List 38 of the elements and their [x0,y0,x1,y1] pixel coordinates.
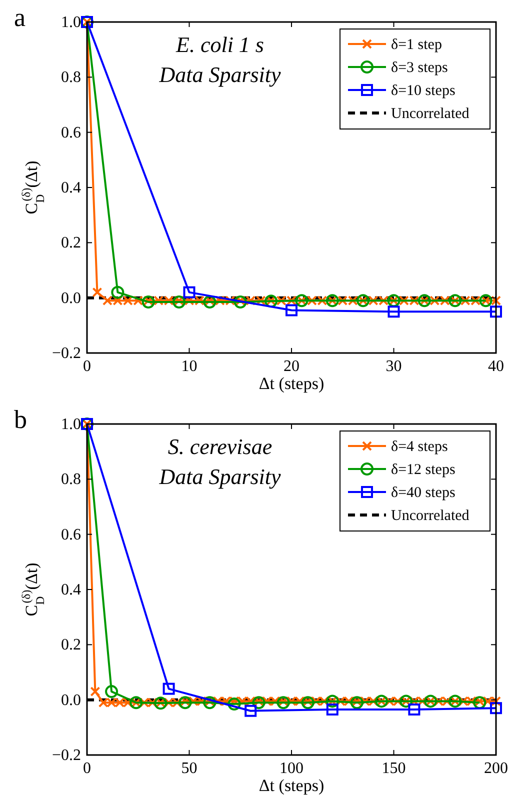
text: b [14,405,27,434]
y-tick-label: 0.6 [61,526,81,544]
legend-label: δ=10 steps [391,83,456,99]
y-tick-label: 0.8 [61,471,81,488]
legend-label: δ=3 steps [391,60,448,76]
x-tick-label: 0 [83,760,91,777]
y-tick-label: 0.2 [61,234,81,252]
legend-label: δ=4 steps [391,439,448,455]
x-tick-label: 100 [280,760,304,777]
text: E. coli 1 s Data Sparsity [158,32,282,87]
y-tick-label: 0.4 [61,582,81,598]
legend-label: δ=1 step [391,37,442,53]
y-tick-label: 0.0 [61,692,81,709]
x-tick-label: 150 [382,760,406,777]
y-tick-label: 0.4 [61,180,81,196]
text: a [14,3,26,32]
legend-label: Uncorrelated [391,106,470,122]
text: S. cerevisae Data Sparsity [158,434,282,489]
y-tick-label: 0.6 [61,124,81,142]
y-tick-label: −0.2 [52,747,81,764]
y-tick-label: 1.0 [61,416,81,433]
y-tick-label: −0.2 [52,345,81,362]
x-axis-title: Δt (steps) [258,374,324,393]
y-tick-label: 0.2 [61,636,81,654]
x-tick-label: 50 [181,760,198,777]
legend-label: Uncorrelated [391,508,470,524]
x-tick-label: 20 [284,358,300,375]
legend-label: δ=12 steps [391,462,456,478]
x-tick-label: 0 [83,358,91,375]
x-tick-label: 200 [484,760,508,777]
y-tick-label: 0.0 [61,290,81,307]
y-tick-label: 0.8 [61,69,81,86]
x-tick-label: 10 [181,358,198,375]
x-tick-label: 40 [488,358,504,375]
legend-label: δ=40 steps [391,485,456,501]
x-axis-title: Δt (steps) [258,776,324,795]
y-tick-label: 1.0 [61,14,81,31]
x-tick-label: 30 [386,358,402,375]
